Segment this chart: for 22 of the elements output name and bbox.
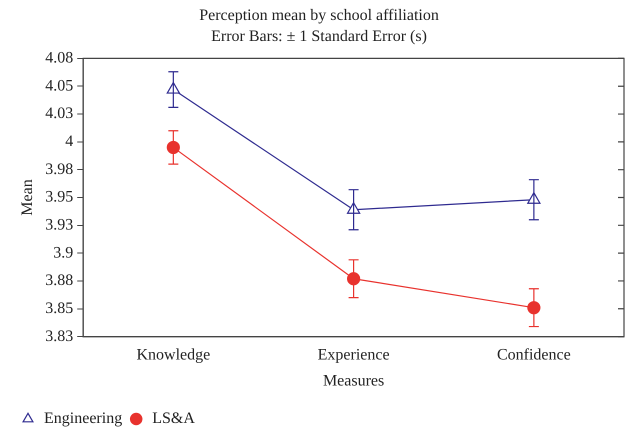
- legend-label: LS&A: [152, 410, 196, 428]
- x-tick-label: Experience: [318, 346, 390, 364]
- y-tick-label: 3.88: [45, 272, 74, 290]
- x-tick-label: Confidence: [496, 346, 571, 364]
- y-tick-label: 4.08: [45, 50, 74, 67]
- y-tick-label: 3.93: [45, 216, 74, 234]
- y-axis-title: Mean: [18, 179, 36, 216]
- y-tick-label: 4.03: [45, 105, 74, 122]
- point: [527, 301, 540, 314]
- x-axis-title: Measures: [322, 372, 384, 390]
- legend-label: Engineering: [44, 410, 122, 428]
- y-tick-label: 4: [65, 133, 74, 150]
- y-tick-label: 3.95: [45, 188, 74, 206]
- x-tick-label: Knowledge: [136, 346, 210, 364]
- y-tick-label: 3.98: [45, 160, 74, 178]
- y-tick-label: 3.85: [45, 300, 74, 317]
- chart-title: Perception mean by school affiliation: [199, 6, 439, 24]
- y-tick-label: 3.83: [45, 328, 74, 345]
- point: [347, 272, 360, 286]
- y-tick-label: 4.05: [45, 77, 74, 94]
- chart-subtitle: Error Bars: ± 1 Standard Error (s): [211, 28, 427, 46]
- y-tick-label: 3.9: [53, 244, 74, 262]
